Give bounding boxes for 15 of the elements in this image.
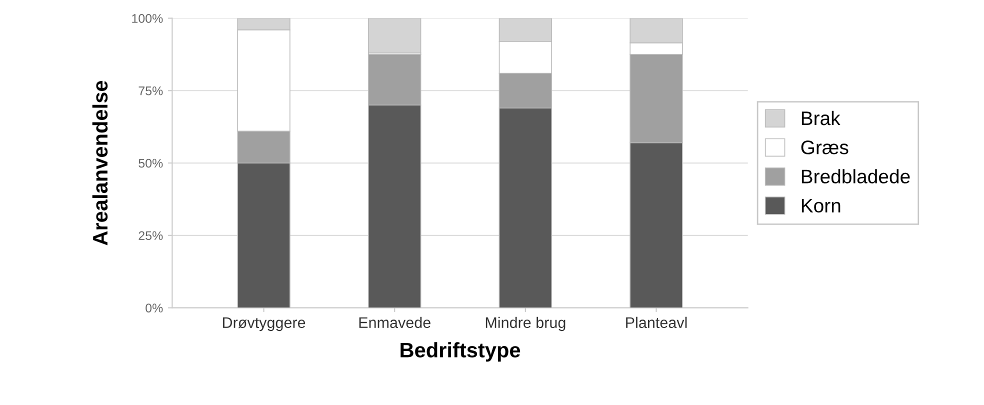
x-axis-title: Bedriftstype	[400, 342, 520, 362]
x-tick-label: Enmavede	[359, 316, 430, 328]
y-tick-label: 75%	[138, 86, 163, 96]
x-tick-label: Planteavl	[626, 316, 687, 328]
x-tick-label: Drøvtyggere	[223, 317, 306, 332]
y-axis-title: Arealanvendelse	[92, 80, 108, 246]
y-tick-label: 50%	[138, 158, 163, 168]
legend-label: Korn	[802, 198, 840, 213]
y-tick-label: 25%	[138, 231, 163, 240]
y-tick-label: 0%	[146, 304, 163, 312]
y-tick-label: 100%	[132, 14, 163, 23]
x-tick-label: Mindre brug	[486, 316, 566, 332]
legend-label: Bredbladede	[802, 169, 910, 184]
legend-label: Græs	[801, 140, 848, 154]
legend-label: Brak	[802, 110, 840, 126]
